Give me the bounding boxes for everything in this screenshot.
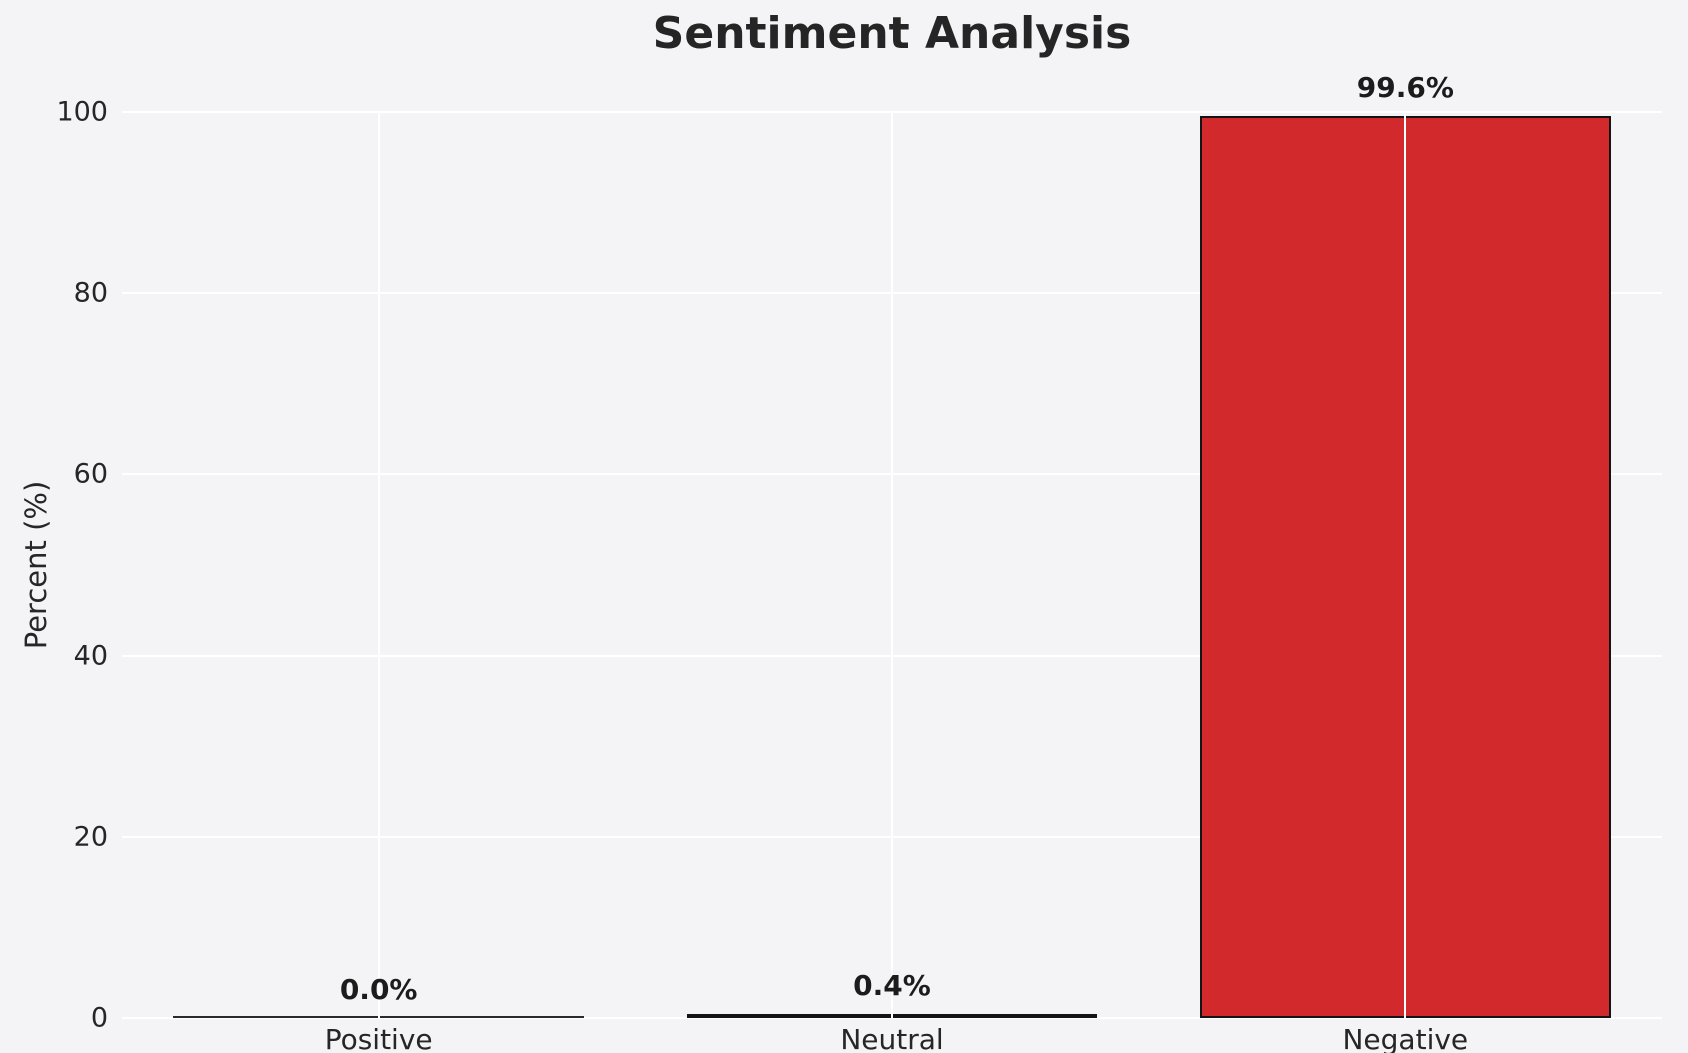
gridline-x-neutral xyxy=(890,112,893,1018)
y-axis-label: Percent (%) xyxy=(19,480,53,650)
plot-area: 0 20 40 60 80 100 0.0% Positive 0.4% Neutral 99.6… xyxy=(56,71,1662,1053)
chart-title: Sentiment Analysis xyxy=(652,8,1132,59)
bars-layer: 0.0% Positive 0.4% Neutral 99.6% Negative xyxy=(122,71,1662,1053)
bar-value-label-neutral: 0.4% xyxy=(853,969,931,1003)
bar-slot-positive: 0.0% Positive xyxy=(122,112,635,1053)
y-tick-label-80: 80 xyxy=(73,277,108,309)
bar-value-label-negative: 99.6% xyxy=(1356,70,1454,104)
gridline-y-0 xyxy=(122,1017,1662,1019)
y-tick-label-60: 60 xyxy=(73,458,108,490)
y-tick-label-40: 40 xyxy=(73,640,108,672)
bar-slot-neutral: 0.4% Neutral xyxy=(635,112,1148,1053)
x-tick-label-negative: Negative xyxy=(1342,1023,1469,1053)
y-tick-label-100: 100 xyxy=(56,96,108,128)
y-tick-label-0: 0 xyxy=(90,1002,108,1034)
gridline-x-negative xyxy=(1404,112,1407,1018)
x-tick-label-neutral: Neutral xyxy=(840,1023,944,1053)
bar-slot-negative: 99.6% Negative xyxy=(1149,71,1662,1053)
y-tick-label-20: 20 xyxy=(73,821,108,853)
bar-value-label-positive: 0.0% xyxy=(339,973,418,1006)
gridline-x-positive xyxy=(377,112,380,1018)
x-tick-label-positive: Positive xyxy=(324,1023,433,1053)
